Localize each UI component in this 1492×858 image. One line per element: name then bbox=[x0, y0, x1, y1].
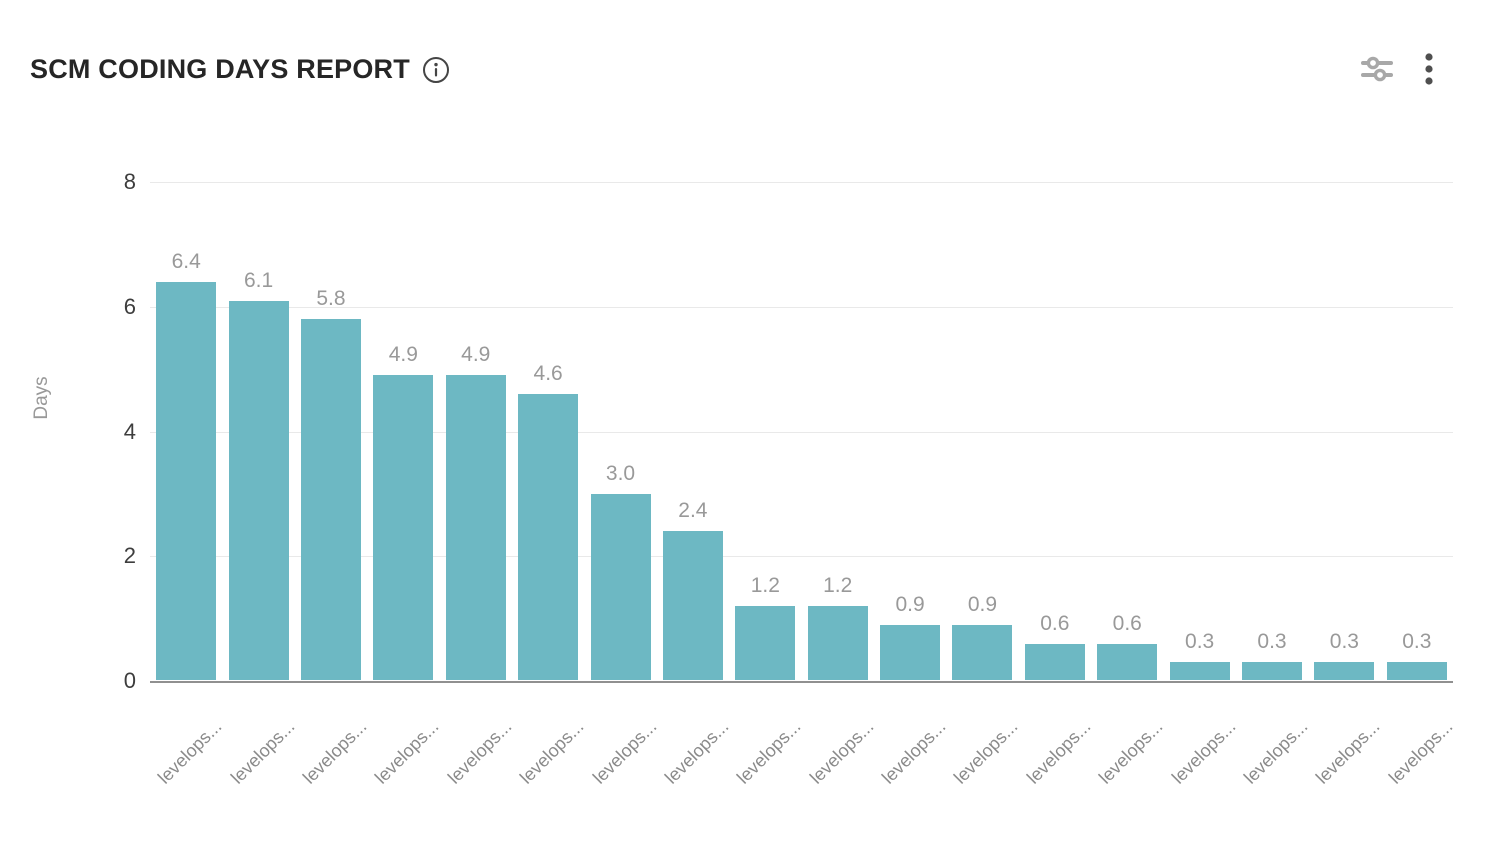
y-tick-label: 2 bbox=[123, 543, 136, 569]
bar-value-label: 0.9 bbox=[895, 592, 925, 616]
bar[interactable] bbox=[1024, 643, 1085, 680]
y-tick-label: 0 bbox=[123, 668, 136, 693]
bar[interactable] bbox=[228, 300, 289, 680]
bar[interactable] bbox=[156, 281, 217, 680]
bar[interactable] bbox=[300, 319, 361, 680]
sliders-filter-icon[interactable] bbox=[1358, 50, 1396, 88]
y-tick-label: 8 bbox=[123, 169, 136, 194]
bar-value-label: 5.8 bbox=[316, 287, 346, 311]
bar[interactable] bbox=[807, 606, 868, 680]
title-wrap: SCM CODING DAYS REPORT bbox=[30, 54, 450, 85]
bar-value-label: 3.0 bbox=[605, 461, 636, 485]
bar-value-label: 1.2 bbox=[823, 574, 853, 598]
widget-title: SCM CODING DAYS REPORT bbox=[30, 53, 410, 84]
bar-value-label: 4.9 bbox=[461, 343, 491, 367]
bar[interactable] bbox=[1242, 662, 1303, 680]
header-actions bbox=[1358, 50, 1436, 88]
bar-value-label: 0.3 bbox=[1257, 630, 1287, 654]
x-axis-baseline bbox=[150, 681, 1453, 683]
gridline bbox=[150, 306, 1453, 308]
bar[interactable] bbox=[445, 375, 506, 680]
bar-value-label: 0.3 bbox=[1329, 630, 1359, 654]
bar[interactable] bbox=[1386, 662, 1447, 680]
kebab-menu-icon[interactable] bbox=[1422, 50, 1436, 88]
bar-value-label: 4.6 bbox=[533, 362, 563, 386]
gridline bbox=[150, 556, 1453, 558]
bar-value-label: 1.2 bbox=[750, 574, 780, 598]
y-axis-title: Days bbox=[31, 376, 52, 420]
bar[interactable] bbox=[952, 624, 1013, 680]
bar[interactable] bbox=[518, 394, 579, 680]
bar-value-label: 0.6 bbox=[1112, 611, 1142, 635]
y-tick-label: 4 bbox=[123, 418, 136, 444]
bar-value-label: 6.4 bbox=[171, 249, 201, 273]
bar[interactable] bbox=[373, 375, 434, 680]
bar[interactable] bbox=[590, 493, 651, 680]
bar[interactable] bbox=[880, 624, 941, 680]
bar-value-label: 2.4 bbox=[678, 499, 708, 523]
bar-value-label: 0.6 bbox=[1040, 611, 1070, 635]
y-tick-label: 6 bbox=[123, 293, 136, 319]
info-circle-icon[interactable] bbox=[422, 56, 450, 84]
bar-value-label: 6.1 bbox=[243, 268, 274, 292]
bar[interactable] bbox=[1314, 662, 1375, 680]
gridline bbox=[150, 431, 1453, 433]
x-axis-label: levelops... bbox=[154, 716, 226, 788]
gridline bbox=[150, 182, 1453, 183]
bar[interactable] bbox=[662, 531, 723, 680]
bar-value-label: 0.9 bbox=[967, 592, 998, 616]
bar[interactable] bbox=[1097, 643, 1158, 680]
bar-value-label: 0.3 bbox=[1402, 630, 1432, 654]
bar-value-label: 0.3 bbox=[1185, 630, 1215, 654]
bar-value-label: 4.9 bbox=[388, 343, 418, 367]
widget-header: SCM CODING DAYS REPORT bbox=[30, 50, 1436, 88]
bar[interactable] bbox=[1169, 662, 1230, 680]
bar[interactable] bbox=[735, 606, 796, 680]
